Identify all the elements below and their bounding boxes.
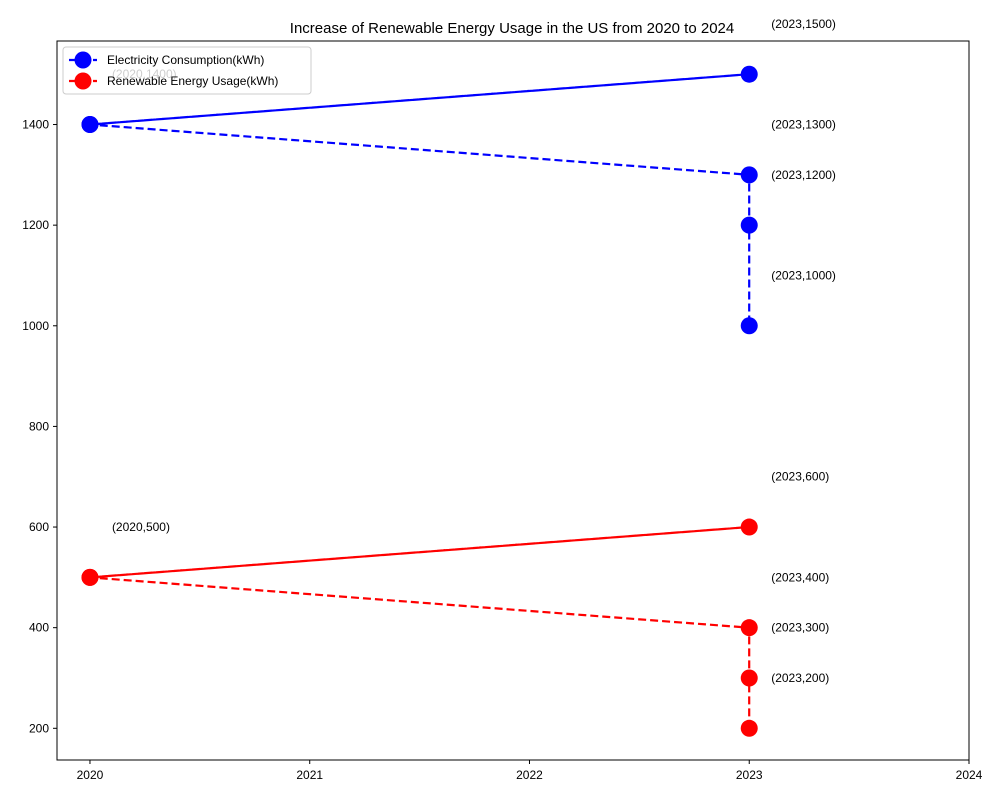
x-tick-label: 2020	[77, 768, 104, 782]
legend-box	[62, 46, 312, 95]
data-label: (2023,1500)	[771, 17, 836, 31]
data-label: (2023,1300)	[771, 118, 836, 132]
legend-marker	[74, 72, 92, 90]
data-point	[81, 568, 99, 586]
series-line-1	[89, 73, 751, 326]
y-tick-label: 1000	[22, 319, 49, 333]
data-label: (2023,600)	[771, 470, 829, 484]
x-tick-label: 2024	[956, 768, 983, 782]
y-tick-label: 1400	[22, 118, 49, 132]
y-tick-label: 1200	[22, 218, 49, 232]
data-label: (2023,200)	[771, 671, 829, 685]
axes-frame	[56, 40, 970, 761]
chart-title: Increase of Renewable Energy Usage in th…	[290, 20, 734, 37]
legend-marker	[74, 51, 92, 69]
plot-area: 2020 2021 2022 2023 2024 200 400 600 800 1000 1200…	[22, 17, 982, 782]
data-label: (2023,1200)	[771, 168, 836, 182]
data-point	[740, 216, 758, 234]
y-tick-label: 800	[29, 419, 49, 433]
data-point	[740, 719, 758, 737]
data-point	[740, 619, 758, 637]
legend-label: Renewable Energy Usage(kWh)	[107, 74, 278, 88]
y-tick-label: 400	[29, 621, 49, 635]
data-point	[740, 166, 758, 184]
data-label: (2023,300)	[771, 621, 829, 635]
y-tick-label: 600	[29, 520, 49, 534]
y-tick-label: 200	[29, 721, 49, 735]
data-point	[740, 669, 758, 687]
data-label: (2023,400)	[771, 570, 829, 584]
data-label: (2020,500)	[112, 520, 170, 534]
x-tick-label: 2021	[296, 768, 323, 782]
data-point	[81, 116, 99, 134]
legend: Electricity Consumption(kWh) Renewable En…	[62, 46, 312, 95]
data-point	[740, 65, 758, 83]
legend-label: Electricity Consumption(kWh)	[107, 53, 264, 67]
x-tick-label: 2023	[736, 768, 763, 782]
data-point	[740, 518, 758, 536]
x-tick-label: 2022	[516, 768, 543, 782]
data-label: (2023,1000)	[771, 268, 836, 282]
data-point	[740, 317, 758, 335]
